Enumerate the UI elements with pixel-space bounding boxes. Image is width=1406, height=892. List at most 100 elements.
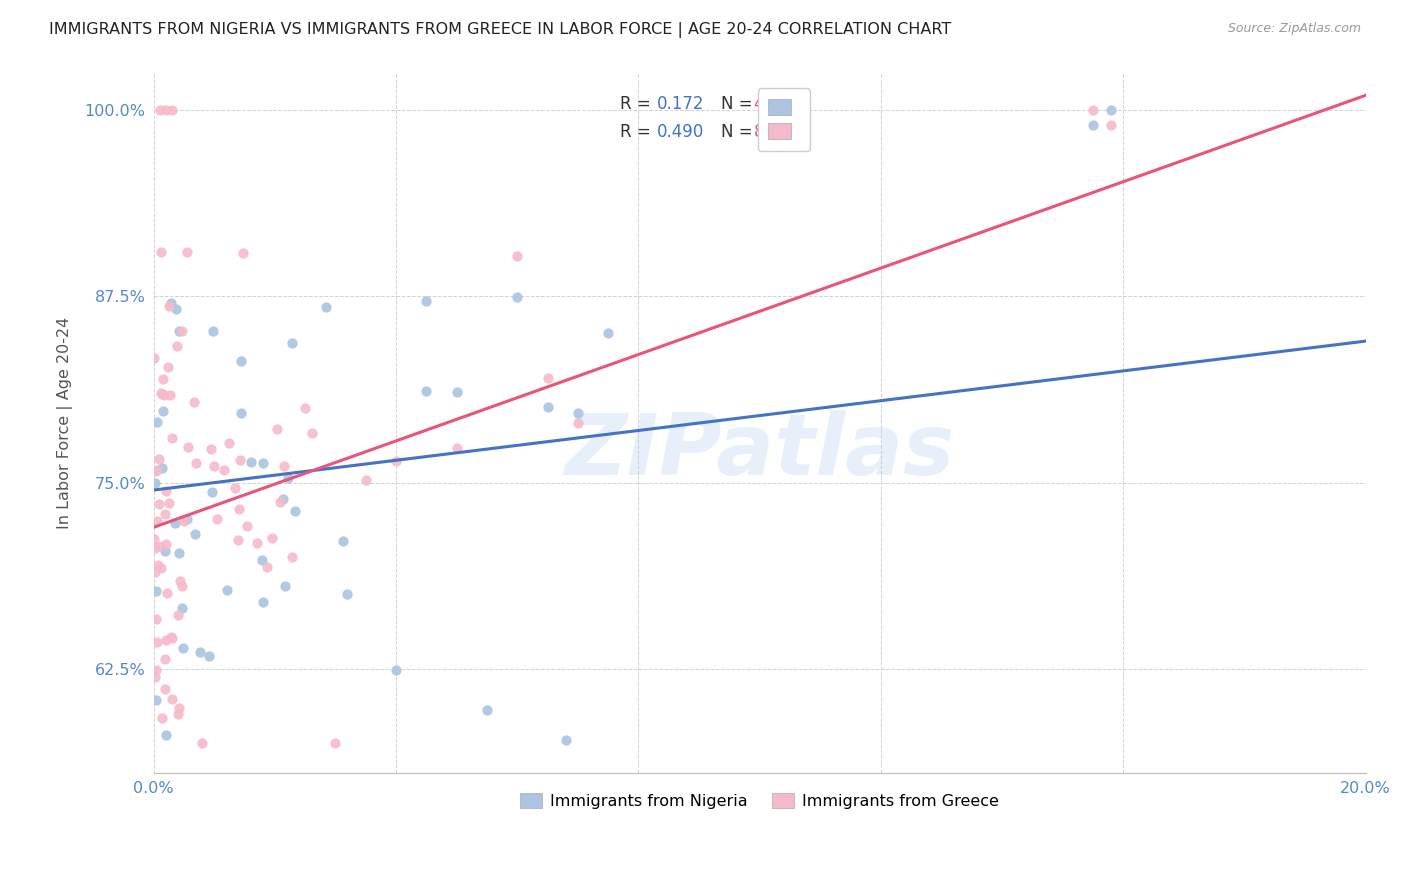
Text: R =: R =: [620, 95, 657, 113]
Point: [301, 425, 323, 440]
Point: [217, 583, 239, 598]
Point: [145, 583, 167, 598]
Point: [145, 693, 167, 707]
Text: R =: R =: [620, 123, 657, 142]
Point: [201, 324, 224, 338]
Point: [252, 595, 274, 609]
Point: [205, 512, 228, 526]
Point: [200, 442, 222, 457]
Point: [332, 533, 354, 548]
Point: [224, 481, 246, 495]
Point: [157, 496, 180, 510]
Point: [177, 440, 200, 454]
Point: [239, 455, 262, 469]
Point: [277, 471, 299, 485]
Point: [554, 733, 576, 747]
Point: [170, 324, 193, 338]
Point: [149, 103, 172, 118]
Point: [536, 401, 558, 415]
Point: [218, 435, 240, 450]
Point: [149, 385, 172, 400]
Point: [165, 301, 187, 316]
Point: [228, 453, 250, 467]
Point: [506, 290, 529, 304]
Point: [152, 372, 174, 386]
Point: [148, 497, 170, 511]
Point: [176, 244, 198, 259]
Legend: Immigrants from Nigeria, Immigrants from Greece: Immigrants from Nigeria, Immigrants from…: [513, 787, 1005, 815]
Point: [148, 540, 170, 554]
Point: [160, 296, 183, 310]
Point: [184, 456, 207, 470]
Point: [160, 103, 183, 118]
Point: [170, 601, 193, 615]
Point: [269, 495, 291, 509]
Point: [256, 560, 278, 574]
Point: [315, 300, 337, 314]
Point: [506, 249, 529, 263]
Point: [271, 491, 294, 506]
Point: [173, 514, 195, 528]
Point: [152, 711, 174, 725]
Point: [598, 326, 620, 341]
Point: [167, 324, 190, 338]
Point: [155, 483, 177, 498]
Point: [201, 485, 224, 500]
Point: [284, 504, 307, 518]
Point: [184, 527, 207, 541]
Point: [262, 531, 284, 545]
Point: [153, 387, 176, 401]
Y-axis label: In Labor Force | Age 20-24: In Labor Force | Age 20-24: [58, 317, 73, 529]
Text: Source: ZipAtlas.com: Source: ZipAtlas.com: [1227, 22, 1361, 36]
Point: [143, 565, 166, 579]
Point: [567, 416, 589, 430]
Point: [1081, 118, 1104, 132]
Text: 0.490: 0.490: [657, 123, 704, 142]
Point: [229, 406, 252, 420]
Point: [190, 645, 212, 659]
Point: [446, 441, 468, 455]
Point: [212, 463, 235, 477]
Point: [169, 574, 191, 588]
Point: [1099, 103, 1122, 118]
Point: [157, 299, 180, 313]
Text: 48: 48: [754, 95, 775, 113]
Text: 0.172: 0.172: [657, 95, 704, 113]
Point: [143, 475, 166, 490]
Text: 82: 82: [754, 123, 775, 142]
Point: [228, 502, 250, 516]
Point: [166, 339, 188, 353]
Point: [148, 451, 170, 466]
Text: N =: N =: [721, 123, 758, 142]
Point: [191, 736, 214, 750]
Point: [567, 406, 589, 420]
Point: [167, 546, 190, 560]
Point: [155, 536, 177, 550]
Point: [336, 587, 359, 601]
Point: [232, 245, 254, 260]
Point: [150, 560, 173, 574]
Point: [145, 415, 167, 429]
Point: [475, 703, 498, 717]
Point: [172, 640, 194, 655]
Point: [152, 404, 174, 418]
Point: [145, 464, 167, 478]
Point: [385, 663, 408, 677]
Point: [143, 532, 166, 546]
Point: [160, 630, 183, 644]
Point: [325, 736, 347, 750]
Point: [155, 728, 177, 742]
Point: [385, 453, 408, 467]
Point: [160, 691, 183, 706]
Point: [167, 608, 190, 623]
Point: [252, 456, 274, 470]
Point: [354, 473, 377, 487]
Point: [226, 533, 249, 548]
Point: [155, 633, 177, 648]
Point: [280, 549, 302, 564]
Point: [172, 579, 194, 593]
Point: [143, 541, 166, 555]
Point: [273, 459, 295, 474]
Text: ZIPatlas: ZIPatlas: [564, 409, 955, 492]
Point: [162, 432, 184, 446]
